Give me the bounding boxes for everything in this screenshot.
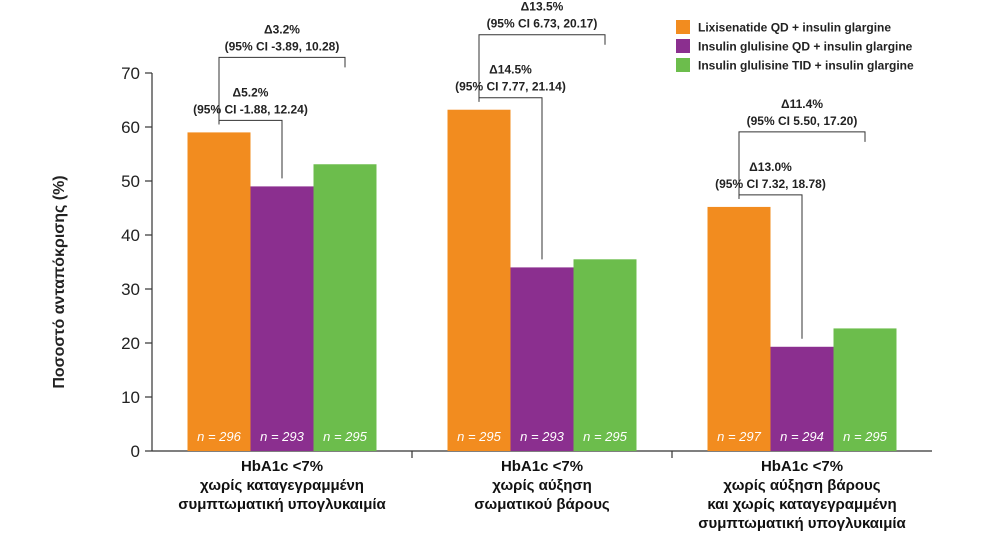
bar-n-label: n = 296	[197, 429, 242, 444]
comparison-bracket	[738, 131, 866, 199]
ci-label: (95% CI 5.50, 17.20)	[747, 114, 858, 128]
bar	[510, 267, 574, 451]
ci-label: (95% CI -1.88, 12.24)	[193, 102, 308, 116]
x-category-label: HbA1c <7% χωρίς αύξηση βάρους και χωρίς κα…	[698, 458, 906, 532]
x-category-label: HbA1c <7% χωρίς αύξηση σωματικού βάρους	[474, 458, 610, 513]
bar	[770, 346, 834, 451]
legend-swatch	[676, 20, 690, 34]
x-category-line: χωρίς καταγεγραμμένη	[200, 477, 364, 494]
bar	[707, 206, 771, 451]
legend: Lixisenatide QD + insulin glargine Insuli…	[676, 20, 914, 73]
x-category-line: συμπτωματική υπογλυκαιμία	[178, 496, 386, 513]
y-tick-label: 60	[121, 118, 140, 137]
comparison-bracket	[478, 34, 606, 102]
x-category-line: HbA1c <7%	[241, 458, 323, 475]
bar-n-label: n = 293	[260, 429, 305, 444]
bars: n = 296 n = 295 n = 297 n = 293 n = 293 n = 2…	[187, 109, 897, 451]
x-axis: HbA1c <7% χωρίς καταγεγραμμένη συμπτωματικ…	[152, 450, 932, 532]
bar-n-label: n = 295	[323, 429, 368, 444]
bar	[447, 109, 511, 451]
y-axis: 0 10 20 30 40 50 60 70	[121, 64, 153, 461]
y-tick-label: 30	[121, 280, 140, 299]
y-tick-label: 20	[121, 334, 140, 353]
legend-label: Insulin glulisine QD + insulin glargine	[698, 40, 913, 54]
bar-n-label: n = 295	[457, 429, 502, 444]
y-tick-label: 10	[121, 388, 140, 407]
x-category-line: HbA1c <7%	[761, 458, 843, 475]
delta-label: Δ5.2%	[233, 85, 269, 99]
x-category-line: HbA1c <7%	[501, 458, 583, 475]
bar	[833, 328, 897, 451]
delta-label: Δ13.5%	[521, 0, 564, 14]
y-tick-label: 40	[121, 226, 140, 245]
ci-label: (95% CI 6.73, 20.17)	[487, 17, 598, 31]
y-tick-label: 70	[121, 64, 140, 83]
annotations: Δ5.2% (95% CI -1.88, 12.24) Δ3.2% (95% CI -…	[193, 0, 866, 339]
bar-n-label: n = 297	[717, 429, 762, 444]
legend-label: Insulin glulisine TID + insulin glargine	[698, 59, 914, 73]
bar	[187, 132, 251, 451]
y-tick-label: 50	[121, 172, 140, 191]
delta-label: Δ11.4%	[781, 97, 823, 111]
x-category-line: και χωρίς καταγεγραμμένη	[707, 496, 896, 513]
bar	[250, 186, 314, 451]
bar-n-label: n = 294	[780, 429, 824, 444]
legend-swatch	[676, 39, 690, 53]
delta-label: Δ13.0%	[749, 160, 792, 174]
x-category-line: συμπτωματική υπογλυκαιμία	[698, 515, 906, 532]
x-category-label: HbA1c <7% χωρίς καταγεγραμμένη συμπτωματικ…	[178, 458, 386, 513]
ci-label: (95% CI 7.32, 18.78)	[715, 177, 826, 191]
comparison-bracket	[218, 56, 346, 125]
bar-n-label: n = 295	[583, 429, 628, 444]
x-category-line: χωρίς αύξηση βάρους	[723, 477, 880, 494]
legend-swatch	[676, 58, 690, 72]
ci-label: (95% CI 7.77, 21.14)	[455, 80, 566, 94]
x-category-line: χωρίς αύξηση	[492, 477, 592, 494]
delta-label: Δ14.5%	[489, 63, 532, 77]
y-axis-label: Ποσοστό ανταπόκρισης (%)	[51, 175, 68, 388]
bar	[313, 164, 377, 451]
legend-label: Lixisenatide QD + insulin glargine	[698, 21, 891, 35]
bar-n-label: n = 293	[520, 429, 565, 444]
bar-n-label: n = 295	[843, 429, 888, 444]
x-category-line: σωματικού βάρους	[474, 496, 610, 513]
bar	[573, 259, 637, 451]
y-tick-label: 0	[131, 442, 140, 461]
ci-label: (95% CI -3.89, 10.28)	[225, 39, 340, 53]
delta-label: Δ3.2%	[264, 22, 300, 36]
